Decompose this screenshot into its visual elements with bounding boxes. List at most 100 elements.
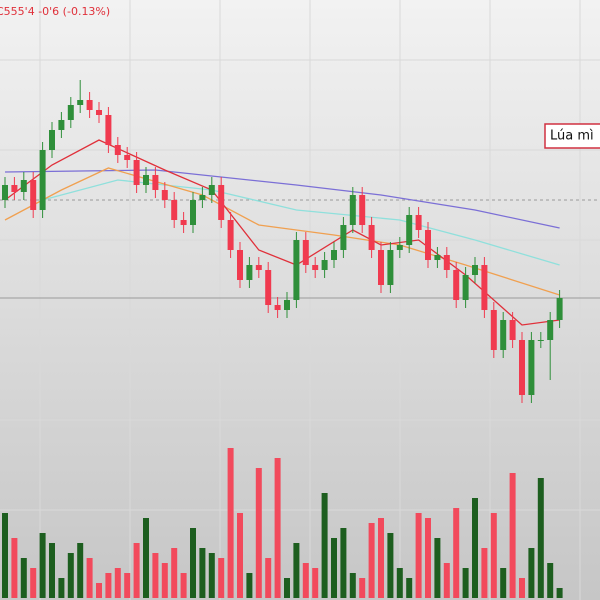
series-label: Lúa mì bbox=[550, 129, 594, 144]
candle-body bbox=[2, 185, 8, 200]
volume-bar bbox=[218, 558, 225, 598]
volume-bar bbox=[472, 498, 478, 598]
candle-body bbox=[143, 175, 149, 185]
volume-bar bbox=[58, 578, 65, 598]
candle-body bbox=[490, 310, 497, 350]
volume-bar bbox=[274, 458, 281, 598]
candle-body bbox=[208, 185, 215, 195]
candle-body bbox=[105, 115, 112, 145]
volume-bar bbox=[2, 513, 8, 598]
candle-body bbox=[312, 265, 319, 270]
volume-bar bbox=[180, 573, 187, 598]
volume-bar bbox=[237, 513, 243, 598]
volume-bar bbox=[199, 548, 206, 598]
candle-body bbox=[321, 260, 328, 270]
volume-bar bbox=[443, 563, 450, 598]
chart-title: C555'4 -0'6 (-0.13%) bbox=[0, 5, 110, 18]
candle-body bbox=[462, 275, 469, 300]
candle-body bbox=[255, 265, 262, 270]
volume-bar bbox=[30, 568, 37, 598]
volume-bar bbox=[265, 558, 272, 598]
volume-bar bbox=[96, 583, 102, 598]
volume-bar bbox=[434, 538, 441, 598]
volume-bar bbox=[246, 573, 253, 598]
candle-body bbox=[331, 250, 337, 260]
candle-body bbox=[20, 180, 27, 192]
volume-bar bbox=[190, 528, 196, 598]
volume-bar bbox=[67, 553, 74, 598]
candle-body bbox=[190, 200, 196, 225]
volume-bar bbox=[171, 548, 178, 598]
volume-bar bbox=[340, 528, 347, 598]
candle-body bbox=[293, 240, 300, 300]
candle-body bbox=[368, 225, 375, 250]
volume-bar bbox=[547, 563, 554, 598]
candle-body bbox=[58, 120, 65, 130]
volume-bar bbox=[378, 518, 384, 598]
volume-bar bbox=[208, 553, 215, 598]
candle-body bbox=[509, 320, 516, 340]
volume-bar bbox=[255, 468, 262, 598]
candle-body bbox=[67, 105, 74, 120]
volume-bar bbox=[302, 563, 309, 598]
candle-body bbox=[246, 265, 253, 280]
volume-bar bbox=[293, 543, 300, 598]
volume-bar bbox=[556, 588, 563, 598]
volume-bar bbox=[20, 558, 27, 598]
candle-body bbox=[340, 225, 347, 250]
candle-body bbox=[96, 110, 102, 115]
volume-bar bbox=[331, 538, 337, 598]
volume-bar bbox=[49, 543, 55, 598]
candle-body bbox=[39, 150, 46, 210]
volume-bar bbox=[368, 523, 375, 598]
volume-bar bbox=[490, 513, 497, 598]
candle-body bbox=[218, 185, 225, 220]
volume-bar bbox=[105, 573, 112, 598]
volume-bar bbox=[152, 553, 159, 598]
candle-body bbox=[265, 270, 272, 305]
candle-body bbox=[472, 265, 478, 275]
moving-average bbox=[42, 179, 560, 266]
candle-body bbox=[349, 195, 356, 225]
candle-body bbox=[359, 195, 366, 225]
volume-bar bbox=[124, 573, 131, 598]
candle-body bbox=[199, 195, 206, 200]
candle-body bbox=[284, 300, 290, 310]
candle-body bbox=[396, 245, 403, 250]
candle-body bbox=[443, 255, 450, 270]
volume-bar bbox=[519, 578, 525, 598]
candle-body bbox=[481, 265, 488, 310]
candle-body bbox=[528, 340, 535, 395]
volume-bar bbox=[39, 533, 46, 598]
volume-bar bbox=[396, 568, 403, 598]
candle-body bbox=[124, 155, 131, 160]
plot bbox=[0, 80, 600, 598]
volume-bar bbox=[321, 493, 328, 598]
volume-bar bbox=[528, 548, 535, 598]
candle-body bbox=[11, 185, 18, 192]
volume-bar bbox=[312, 568, 319, 598]
candle-body bbox=[434, 255, 441, 260]
candle-body bbox=[500, 320, 507, 350]
candle-body bbox=[30, 180, 37, 210]
volume-bar bbox=[415, 513, 422, 598]
volume-bar bbox=[509, 473, 516, 598]
volume-bar bbox=[537, 478, 544, 598]
candle-body bbox=[519, 340, 525, 395]
candle-body bbox=[415, 215, 422, 230]
label-box bbox=[544, 123, 600, 149]
candle-body bbox=[387, 250, 394, 285]
candle-body bbox=[378, 250, 384, 285]
candle-body bbox=[237, 250, 243, 280]
candle-body bbox=[302, 240, 309, 265]
volume-bar bbox=[86, 558, 93, 598]
candle-body bbox=[547, 320, 554, 340]
candle-body bbox=[77, 100, 84, 105]
candle-body bbox=[152, 175, 159, 190]
candle-body bbox=[86, 100, 93, 110]
volume-bar bbox=[143, 518, 149, 598]
volume-bar bbox=[133, 543, 140, 598]
candle-body bbox=[537, 340, 544, 341]
